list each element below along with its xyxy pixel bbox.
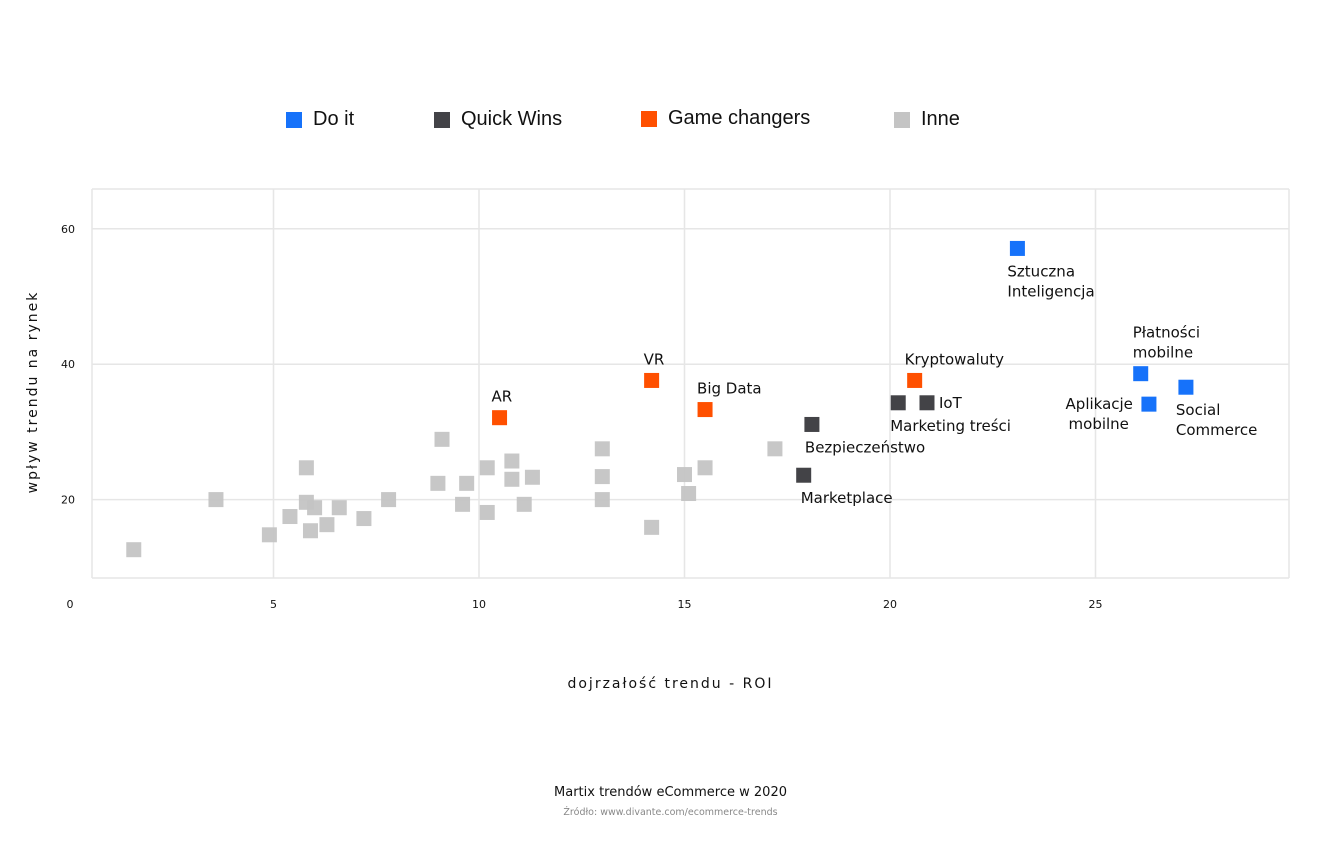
point-label: Bezpieczeństwo <box>805 438 925 456</box>
grid <box>91 188 1290 579</box>
point-label-line: AR <box>492 388 513 406</box>
data-point-inne <box>319 517 335 533</box>
point-label-line: VR <box>644 350 665 368</box>
legend-label: Inne <box>921 108 960 130</box>
x-tick-label: 0 <box>67 598 74 611</box>
data-point-inne <box>298 460 314 476</box>
point-label: IoT <box>939 394 963 412</box>
point-label: Sztuczna Inteligencja <box>1007 262 1094 300</box>
data-point-inne <box>504 471 520 487</box>
x-tick-label: 5 <box>270 598 277 611</box>
point-label-line: Bezpieczeństwo <box>805 438 925 456</box>
data-point-do-it <box>1009 240 1025 256</box>
data-point-inne <box>126 542 142 558</box>
data-point-inne <box>381 492 397 508</box>
point-label-line: Social <box>1176 401 1220 419</box>
data-point-inne <box>302 523 318 539</box>
data-point-inne <box>479 460 495 476</box>
data-point-inne <box>307 500 323 516</box>
point-label: Płatności mobilne <box>1133 324 1200 362</box>
data-point-quick-wins <box>919 395 935 411</box>
y-tick-label: 60 <box>61 223 75 236</box>
legend-swatch-inne <box>894 111 910 128</box>
point-label-line: Big Data <box>697 380 762 398</box>
point-label-line: mobilne <box>1133 344 1193 362</box>
data-point-inne <box>434 431 450 447</box>
data-point-inne <box>677 467 692 483</box>
point-label-line: Inteligencja <box>1007 282 1094 300</box>
chart-source: Źródło: www.divante.com/ecommerce-trends <box>563 807 778 818</box>
data-point-inne <box>594 492 610 508</box>
data-point-inne <box>594 469 610 485</box>
y-tick-label: 40 <box>61 358 75 371</box>
data-point-inne <box>459 475 475 491</box>
data-point-inne <box>455 496 471 512</box>
legend-swatch-quick-wins <box>434 111 450 128</box>
point-label-line: Marketplace <box>801 489 893 507</box>
data-point-inne <box>524 469 540 485</box>
legend-label: Game changers <box>668 107 811 129</box>
data-point-inne <box>681 486 697 502</box>
data-point-quick-wins <box>796 467 812 483</box>
data-point-inne <box>356 511 372 527</box>
legend-item-game-changers[interactable]: Game changers <box>641 107 810 130</box>
legend-item-quick-wins[interactable]: Quick Wins <box>434 108 562 131</box>
legend-item-inne[interactable]: Inne <box>894 108 960 131</box>
point-label-line: Marketing treści <box>890 417 1011 435</box>
legend-label: Do it <box>313 108 355 130</box>
y-tick-label: 20 <box>61 494 75 507</box>
data-point-inne <box>504 453 520 469</box>
point-label: Social Commerce <box>1176 401 1257 439</box>
point-label: VR <box>644 350 665 368</box>
data-point-inne <box>261 527 277 543</box>
x-tick-label: 15 <box>678 598 692 611</box>
data-point-inne <box>767 441 783 457</box>
data-point-game-changers <box>492 410 508 426</box>
x-tick-label: 10 <box>472 598 486 611</box>
data-point-game-changers <box>907 372 923 388</box>
point-label-line: mobilne <box>1069 415 1129 433</box>
data-point-inne <box>594 441 610 457</box>
x-tick-label: 20 <box>883 598 897 611</box>
point-label: Kryptowaluty <box>905 350 1004 368</box>
point-label: AR <box>492 388 513 406</box>
data-point-inne <box>697 460 713 476</box>
data-point-inne <box>644 519 660 535</box>
data-points <box>126 240 1194 558</box>
data-point-quick-wins <box>890 395 906 411</box>
legend-swatch-do-it <box>286 111 302 128</box>
data-point-game-changers <box>644 372 660 388</box>
point-label-line: Płatności <box>1133 324 1200 342</box>
data-point-inne <box>331 500 347 516</box>
point-label-line: IoT <box>939 394 963 412</box>
point-label-line: Sztuczna <box>1007 262 1075 280</box>
data-point-game-changers <box>697 402 713 418</box>
point-label-line: Commerce <box>1176 421 1257 439</box>
data-point-quick-wins <box>804 416 820 432</box>
data-point-inne <box>430 475 446 491</box>
data-point-inne <box>479 504 495 520</box>
x-tick-label: 25 <box>1089 598 1103 611</box>
data-point-do-it <box>1133 366 1149 382</box>
data-point-inne <box>208 492 224 508</box>
chart-title: Martix trendów eCommerce w 2020 <box>554 785 787 800</box>
x-axis-title: dojrzałość trendu - ROI <box>567 676 774 692</box>
point-label: Marketing treści <box>890 417 1011 435</box>
data-point-inne <box>516 496 532 512</box>
legend-swatch-game-changers <box>641 110 657 127</box>
legend-item-do-it[interactable]: Do it <box>286 108 354 131</box>
legend-label: Quick Wins <box>461 108 563 130</box>
data-point-do-it <box>1141 396 1157 412</box>
point-label: Big Data <box>697 380 762 398</box>
axis-ticks: 0 5 10 15 20 25 20 40 60 <box>61 223 1103 611</box>
y-axis-title: wpływ trendu na rynek <box>25 290 41 494</box>
point-label: Marketplace <box>801 489 893 507</box>
data-point-inne <box>282 509 298 525</box>
point-label: Aplikacje mobilne <box>1066 395 1133 433</box>
point-label-line: Kryptowaluty <box>905 350 1004 368</box>
point-label-line: Aplikacje <box>1066 395 1133 413</box>
data-point-do-it <box>1178 379 1194 395</box>
